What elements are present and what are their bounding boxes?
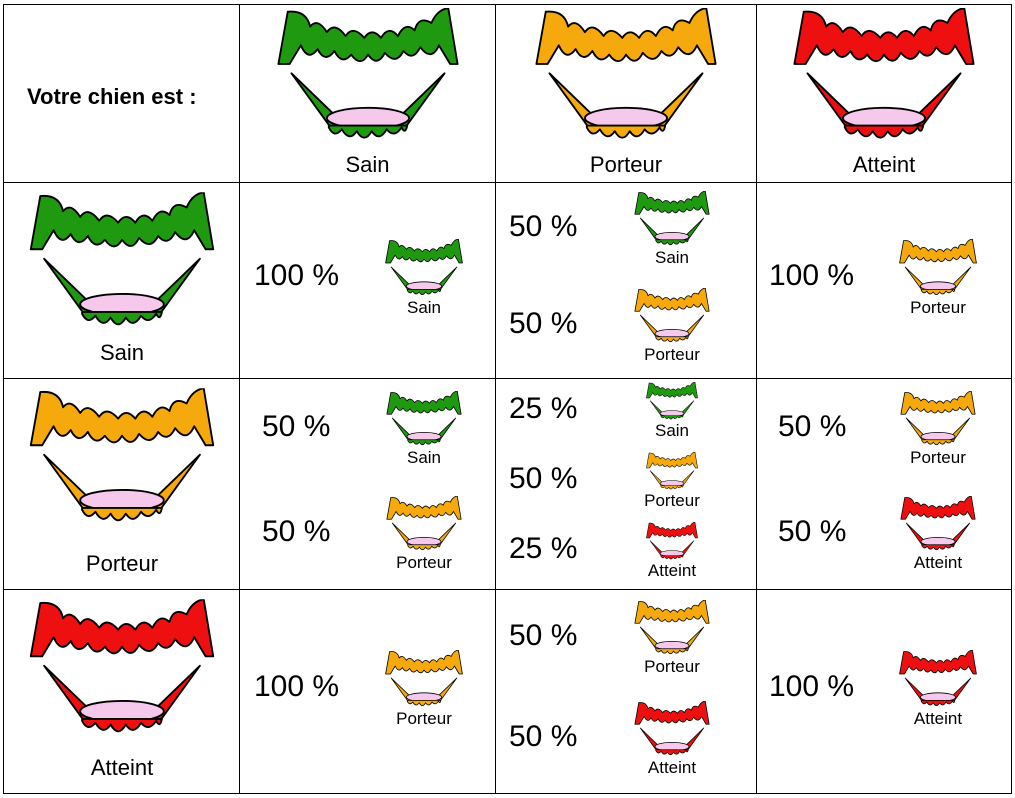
result-atteint-jaw-icon [644, 522, 700, 562]
result-porteur-jaw-icon [644, 452, 700, 492]
result-atteint-jaw-icon [897, 650, 979, 710]
result-atteint-jaw-icon [897, 496, 979, 554]
row-header-porteur-jaw-icon [27, 387, 217, 532]
result-label: Porteur [644, 345, 700, 365]
result-percent: 25 % [509, 532, 578, 565]
row-header-label: Sain [99, 340, 145, 365]
result-label: Porteur [910, 447, 966, 467]
result-percent: 50 % [262, 409, 331, 443]
column-header-label: Porteur [589, 152, 663, 177]
result-percent: 100 % [769, 669, 855, 703]
row-header-atteint-jaw-icon [27, 598, 217, 743]
result-porteur-jaw-icon [383, 650, 465, 710]
table-title: Votre chien est : [27, 84, 197, 109]
result-porteur-jaw-icon [631, 600, 713, 658]
result-label: Atteint [913, 708, 963, 728]
result-percent: 100 % [254, 669, 340, 703]
result-percent: 50 % [509, 618, 578, 652]
result-label: Sain [654, 421, 690, 440]
column-header-sain-jaw-icon [273, 8, 463, 148]
result-percent: 100 % [254, 258, 340, 292]
result-percent: 50 % [509, 307, 578, 341]
result-label: Atteint [913, 552, 963, 572]
row-header-label: Atteint [90, 755, 154, 780]
result-label: Porteur [644, 491, 700, 510]
result-percent: 25 % [509, 392, 578, 425]
column-header-label: Atteint [852, 152, 916, 177]
result-percent: 50 % [509, 209, 578, 243]
result-label: Porteur [396, 552, 452, 572]
result-label: Sain [654, 247, 690, 267]
result-porteur-jaw-icon [631, 288, 713, 346]
result-sain-jaw-icon [383, 239, 465, 299]
result-porteur-jaw-icon [383, 496, 465, 554]
result-percent: 50 % [509, 462, 578, 495]
result-label: Sain [406, 297, 442, 317]
result-sain-jaw-icon [644, 382, 700, 422]
result-label: Atteint [647, 758, 697, 778]
result-label: Porteur [396, 708, 452, 728]
result-percent: 100 % [769, 258, 855, 292]
result-label: Porteur [644, 656, 700, 676]
result-atteint-jaw-icon [631, 701, 713, 759]
column-header-label: Sain [345, 152, 390, 177]
column-header-porteur-jaw-icon [531, 8, 721, 148]
row-header-label: Porteur [85, 551, 159, 576]
result-sain-jaw-icon [383, 391, 465, 449]
row-header-sain-jaw-icon [27, 191, 217, 336]
result-sain-jaw-icon [631, 191, 713, 249]
result-label: Sain [406, 447, 442, 467]
result-label: Porteur [910, 297, 966, 317]
column-header-atteint-jaw-icon [789, 8, 979, 148]
result-percent: 50 % [262, 514, 331, 548]
result-label: Atteint [647, 561, 697, 580]
result-percent: 50 % [509, 720, 578, 754]
result-porteur-jaw-icon [897, 391, 979, 449]
result-percent: 50 % [778, 409, 847, 443]
result-porteur-jaw-icon [897, 239, 979, 299]
result-percent: 50 % [778, 514, 847, 548]
